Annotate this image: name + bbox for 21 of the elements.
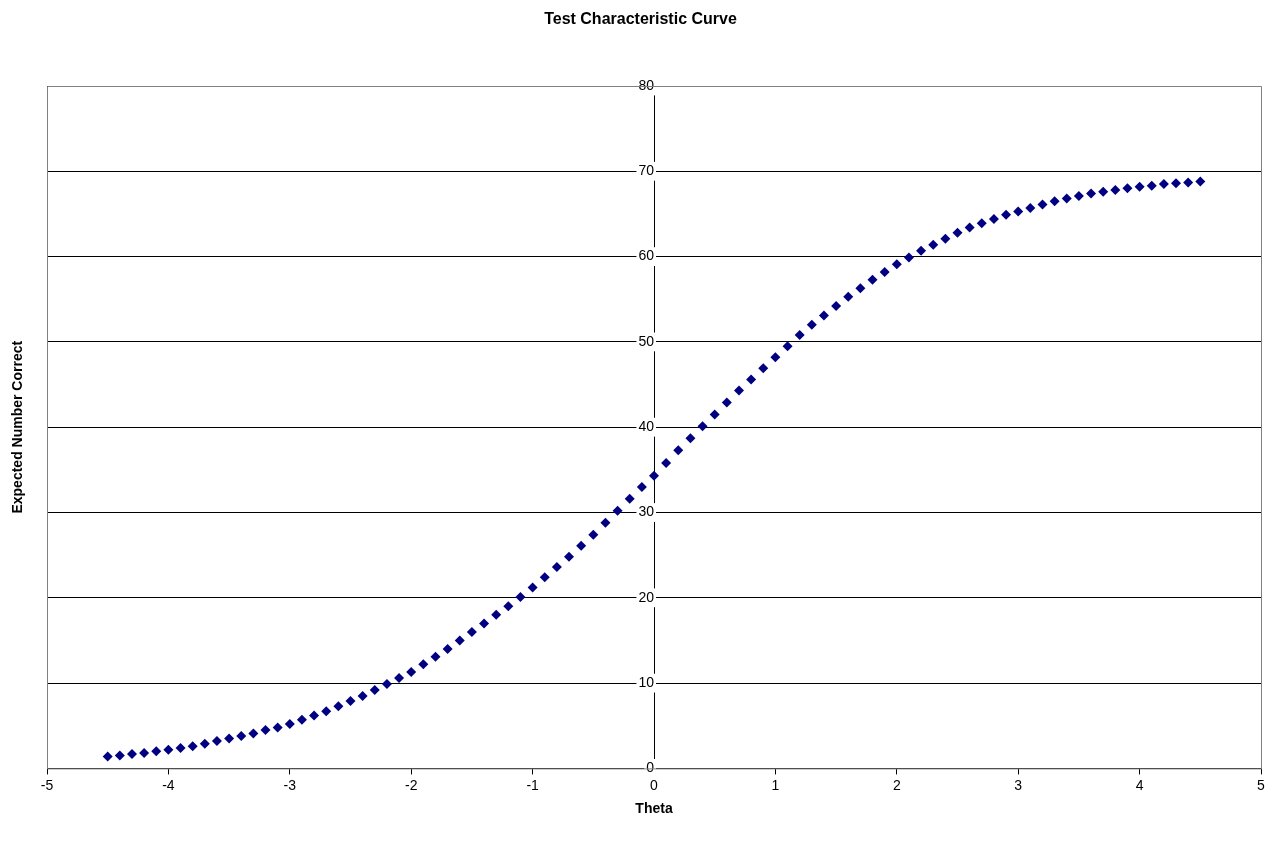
y-tick-label: 60 [638,247,655,264]
y-axis-title: Expected Number Correct [9,340,25,514]
x-tick-label: -3 [283,776,297,793]
x-tick-label: 2 [892,776,901,793]
y-tick-label: 50 [638,332,655,349]
chart-title: Test Characteristic Curve [543,10,738,28]
y-tick-label: 30 [638,503,655,520]
x-tick-label: -1 [526,776,540,793]
y-tick-label: 70 [638,162,655,179]
y-tick-label: 40 [638,418,655,435]
x-tick-label: 1 [771,776,780,793]
y-tick-label: 10 [638,673,655,690]
x-tick-label: 4 [1135,776,1144,793]
x-tick-label: 3 [1014,776,1023,793]
x-tick-label: -2 [404,776,418,793]
x-tick-label: -4 [162,776,175,793]
x-tick-label: 5 [1257,776,1266,793]
x-axis-title: Theta [635,800,673,817]
y-tick-label: 0 [646,759,655,776]
y-tick-label: 20 [638,588,655,605]
x-tick-label: -5 [40,776,54,793]
